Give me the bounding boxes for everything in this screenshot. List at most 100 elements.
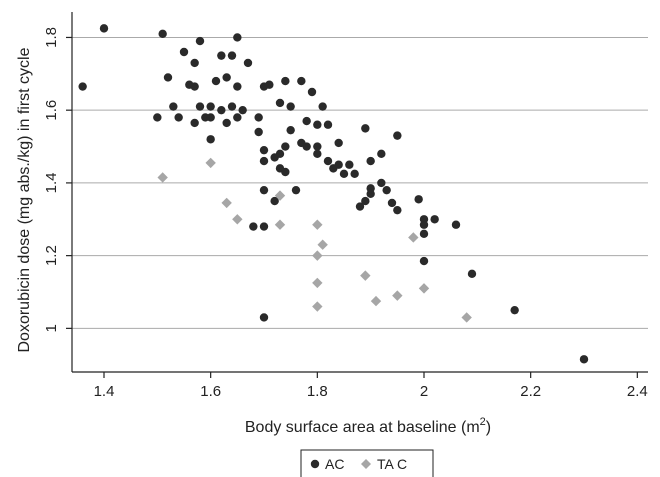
data-point-ac [313,142,322,151]
data-point-ac [334,160,343,169]
data-point-tac [274,219,286,230]
x-tick-label: 2.4 [627,383,648,400]
data-point-ac [163,73,173,82]
data-point-ac [467,269,477,279]
data-point-ac [259,156,269,166]
data-point-tac [157,172,168,183]
y-tick-label: 1.8 [43,27,60,48]
data-point-ac [393,131,402,140]
data-point-ac [339,169,349,179]
data-point-tac [232,214,243,225]
data-point-ac [291,185,301,195]
data-point-ac [414,195,423,204]
data-point-ac [190,58,199,68]
y-axis-title: Doxorubicin dose (mg abs./kg) in first c… [16,47,33,352]
data-point-ac [323,120,333,129]
data-point-ac [275,149,285,159]
data-point-ac [297,76,306,86]
data-point-ac [227,102,237,111]
data-point-ac [430,215,439,224]
data-point-ac [227,51,237,60]
data-point-ac [579,355,589,364]
data-point-ac [99,24,109,33]
data-point-ac [195,102,205,111]
data-point-tac [274,190,286,201]
data-point-ac [345,160,354,169]
data-point-ac [387,198,397,208]
data-point-ac [243,58,253,68]
data-point-ac [393,205,402,215]
data-point-ac [382,185,391,195]
data-point-ac [211,76,221,86]
data-point-ac [206,102,215,111]
data-point-tac [312,219,323,230]
data-point-tac [360,270,371,281]
data-point-ac [238,105,247,115]
data-point-ac [190,118,199,128]
data-point-ac [377,149,386,159]
data-point-ac [355,202,365,211]
data-point-ac [259,222,269,231]
data-point-tac [392,290,403,301]
data-point-ac [302,116,311,126]
data-point-tac [312,250,323,261]
data-point-ac [302,142,311,151]
data-point-ac [281,76,290,86]
data-point-tac [418,283,430,294]
data-point-ac [361,124,370,133]
data-point-ac [206,113,215,122]
data-point-ac [377,178,386,188]
x-tick-label: 1.8 [307,383,328,400]
data-point-ac [366,184,375,193]
x-axis-ticks: 1.4 1.6 1.8 2 2.2 2.4 [94,372,648,400]
data-point-ac [206,135,215,144]
x-axis-title: Body surface area at baseline (m2) [245,416,491,436]
data-point-ac [510,305,519,315]
data-point-tac [461,312,472,323]
y-tick-label: 1.6 [43,100,60,121]
data-point-ac [179,47,189,57]
legend-label-tac: TA C [377,456,407,472]
data-point-tac [312,301,323,312]
data-point-ac [254,113,263,122]
data-point-ac [307,87,317,97]
data-point-ac [233,33,242,42]
data-point-ac [419,229,429,239]
legend-marker-tac [361,459,371,469]
y-tick-label: 1 [43,324,60,332]
data-point-ac [270,196,279,206]
data-point-ac [281,142,290,151]
data-point-tac [312,277,323,289]
data-point-ac [350,169,359,179]
data-point-ac [259,313,269,322]
data-point-tac [370,295,382,307]
data-point-ac [153,113,162,122]
data-point-tac [205,157,216,169]
data-points [78,24,589,364]
data-point-ac [259,145,269,155]
data-point-ac [281,167,290,177]
data-point-ac [169,102,178,111]
data-point-ac [233,113,242,122]
x-tick-label: 1.6 [200,383,221,400]
data-point-ac [217,51,226,60]
data-point-ac [158,29,167,39]
data-point-tac [317,239,328,250]
data-point-tac [408,232,419,243]
data-point-ac [222,73,231,82]
data-point-ac [323,156,333,166]
data-point-tac [221,197,232,209]
data-point-ac [318,102,327,111]
gridlines [72,36,648,329]
data-point-ac [366,156,375,166]
data-point-ac [222,118,231,128]
x-tick-label: 1.4 [94,383,115,400]
x-tick-label: 2.2 [520,383,541,400]
legend-label-ac: AC [325,456,344,472]
y-tick-label: 1.2 [43,245,60,266]
data-point-ac [249,222,258,231]
data-point-ac [190,82,199,91]
data-point-ac [259,185,269,195]
data-point-ac [286,125,295,135]
